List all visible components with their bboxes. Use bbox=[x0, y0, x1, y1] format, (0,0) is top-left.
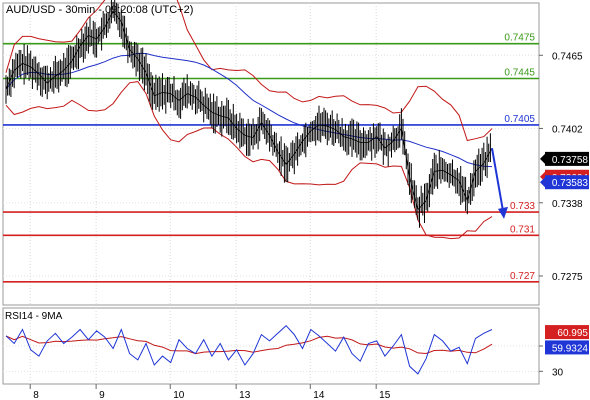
rsi-value-tag-label: 59.9324 bbox=[552, 343, 589, 354]
x-tick-label: 10 bbox=[173, 390, 185, 400]
price-series bbox=[5, 0, 508, 240]
price-tag-pointer bbox=[540, 153, 545, 164]
price-tag bbox=[545, 151, 589, 166]
y-tick-label: 0.7402 bbox=[552, 124, 583, 135]
rsi-ma-tag bbox=[545, 325, 589, 340]
rsi-line bbox=[5, 324, 493, 375]
price-line bbox=[5, 10, 493, 211]
x-tick-label: 15 bbox=[379, 390, 391, 400]
rsi-label: RSI14 - 9MA bbox=[5, 311, 63, 322]
x-tick-label: 9 bbox=[99, 390, 105, 400]
x-tick-label: 13 bbox=[239, 390, 251, 400]
bollinger-upper bbox=[5, 0, 493, 142]
level-label: 0.727 bbox=[510, 271, 535, 282]
level-label: 0.733 bbox=[510, 201, 535, 212]
price-tag-pointer bbox=[540, 177, 545, 188]
forecast-arrow-line bbox=[491, 148, 504, 212]
y-tick-label: 0.7465 bbox=[552, 51, 583, 62]
rsi-ma-line bbox=[5, 335, 493, 355]
x-axis: 8 9 10 13 14 15 bbox=[29, 384, 391, 400]
forecast-arrow-head bbox=[498, 206, 508, 219]
x-tick-label: 8 bbox=[33, 390, 39, 400]
level-label: 0.7475 bbox=[504, 33, 535, 44]
y-tick-label: 0.7275 bbox=[552, 272, 583, 283]
moving-average bbox=[5, 52, 493, 168]
price-tag-label: 0.73758 bbox=[552, 155, 589, 166]
level-label: 0.731 bbox=[510, 224, 535, 235]
rsi-value-tag bbox=[545, 340, 589, 355]
rsi-tick-label: 30 bbox=[552, 367, 564, 378]
y-tick-label: 0.7338 bbox=[552, 199, 583, 210]
price-axis: 0.7465 0.7402 0.7338 0.7275 bbox=[539, 51, 583, 283]
level-label: 0.7445 bbox=[504, 68, 535, 79]
rsi-ma-tag-label: 60.995 bbox=[557, 328, 588, 339]
price-tag-label: 0.73583 bbox=[552, 178, 589, 189]
price-panel bbox=[2, 2, 540, 306]
x-tick-label: 14 bbox=[313, 390, 325, 400]
chart-title: AUD/USD - 30min - 09:20:08 (UTC+2) bbox=[6, 4, 193, 16]
price-tag bbox=[545, 175, 589, 190]
level-label: 0.7405 bbox=[504, 114, 535, 125]
